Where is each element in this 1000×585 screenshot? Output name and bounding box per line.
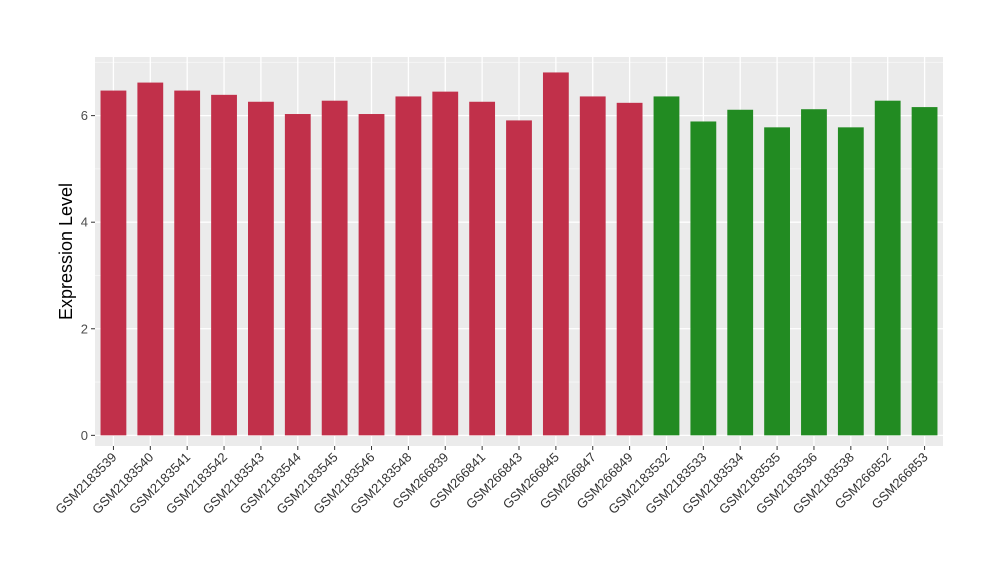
bar-gsm2183540 <box>137 82 164 436</box>
bar-gsm266849 <box>616 102 643 436</box>
bar-gsm266853 <box>911 107 938 436</box>
bar-gsm2183534 <box>727 109 754 436</box>
bar-gsm2183533 <box>690 121 717 436</box>
y-axis: 0 2 4 6 <box>81 108 95 443</box>
bar-gsm2183546 <box>358 114 385 436</box>
x-axis: GSM2183539GSM2183540GSM2183541GSM2183542… <box>52 446 931 517</box>
bars-group <box>100 72 938 436</box>
bar-gsm2183548 <box>395 96 422 436</box>
bar-gsm2183536 <box>801 109 827 436</box>
bar-gsm2183543 <box>248 101 274 436</box>
y-axis-title: Expression Level <box>56 183 76 320</box>
bar-gsm266839 <box>432 91 459 436</box>
bar-gsm2183539 <box>100 90 127 436</box>
bar-gsm2183535 <box>764 127 790 436</box>
bar-gsm2183542 <box>211 94 237 436</box>
bar-gsm266843 <box>506 120 532 436</box>
bar-gsm266845 <box>542 72 569 436</box>
y-tick-label: 6 <box>81 108 88 123</box>
bar-gsm2183541 <box>174 90 201 436</box>
bar-gsm2183544 <box>284 114 311 436</box>
bar-gsm266841 <box>469 101 496 436</box>
bar-gsm2183532 <box>653 96 680 436</box>
bar-gsm2183545 <box>321 100 348 436</box>
y-tick-label: 4 <box>81 215 88 230</box>
bar-gsm266852 <box>874 100 901 436</box>
bar-gsm2183538 <box>837 127 864 436</box>
y-tick-label: 0 <box>81 428 88 443</box>
bar-gsm266847 <box>579 96 606 436</box>
y-tick-label: 2 <box>81 321 88 336</box>
